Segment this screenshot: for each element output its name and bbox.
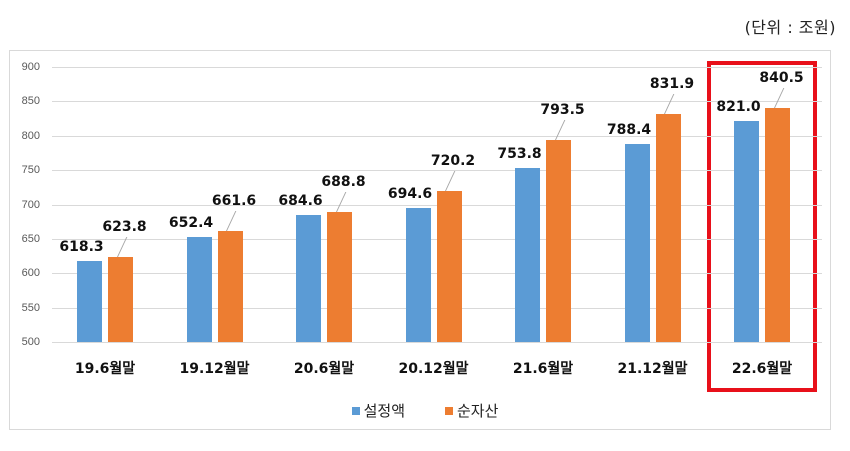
- bar-net-assets: [546, 140, 571, 342]
- data-label: 618.3: [59, 238, 104, 255]
- legend-label: 설정액: [363, 402, 405, 420]
- bar-net-assets: [765, 107, 790, 342]
- gridline: [52, 101, 822, 103]
- gridline: [52, 342, 822, 343]
- bar-net-assets: [217, 230, 243, 342]
- y-tick-label: 500: [21, 336, 40, 348]
- highlight-box: [707, 61, 817, 392]
- legend-item-setting-amount[interactable]: 설정액: [351, 400, 405, 421]
- x-tick-label: 19.6월말: [74, 361, 136, 377]
- bar-setting-amount: [296, 215, 321, 342]
- data-label: 652.4: [168, 215, 214, 232]
- legend-label: 순자산: [457, 402, 499, 420]
- data-label: 720.2: [430, 152, 476, 169]
- y-tick-label: 900: [21, 61, 40, 73]
- bar-setting-amount: [77, 260, 102, 342]
- legend-swatch-orange-icon: [445, 406, 453, 415]
- bar-setting-amount: [186, 237, 212, 342]
- data-label: 684.6: [278, 193, 323, 210]
- y-tick-label: 700: [21, 198, 40, 211]
- bar-net-assets: [655, 113, 681, 342]
- bar-net-assets: [436, 190, 462, 342]
- unit-label: (단위 : 조원): [744, 18, 836, 37]
- data-label: 753.8: [497, 145, 542, 162]
- y-tick-label: 800: [21, 129, 40, 142]
- bar-setting-amount: [734, 121, 759, 342]
- x-tick-label: 21.6월말: [512, 361, 574, 377]
- data-label: 840.5: [759, 69, 804, 86]
- gridline: [52, 170, 822, 172]
- y-tick-label: 850: [21, 95, 40, 108]
- bar-setting-amount: [405, 208, 431, 342]
- y-tick-label: 550: [21, 301, 40, 314]
- data-label: 793.5: [540, 102, 585, 119]
- bar-setting-amount: [624, 143, 650, 342]
- bar-net-assets: [327, 212, 352, 342]
- legend: 설정액 순자산: [0, 400, 850, 421]
- bar-net-assets: [108, 256, 133, 342]
- data-label: 623.8: [102, 218, 147, 235]
- x-tick-label: 19.12월말: [179, 361, 250, 377]
- gridline: [52, 67, 822, 68]
- data-label: 661.6: [211, 192, 257, 209]
- x-tick-label: 20.6월말: [293, 361, 355, 377]
- legend-item-net-assets[interactable]: 순자산: [445, 400, 498, 421]
- y-tick-label: 600: [21, 267, 40, 280]
- x-tick-label: 21.12월말: [617, 361, 688, 377]
- legend-swatch-blue-icon: [351, 406, 360, 415]
- y-tick-label: 650: [21, 232, 40, 245]
- data-label: 831.9: [649, 75, 695, 92]
- data-label: 694.6: [387, 186, 433, 203]
- y-tick-label: 750: [21, 164, 40, 177]
- x-tick-label: 20.12월말: [398, 361, 469, 377]
- bar-setting-amount: [515, 167, 540, 342]
- data-label: 788.4: [606, 121, 652, 138]
- data-label: 821.0: [716, 99, 761, 116]
- data-label: 688.8: [321, 174, 366, 191]
- gridline: [52, 135, 822, 137]
- x-tick-label: 22.6월말: [731, 361, 793, 377]
